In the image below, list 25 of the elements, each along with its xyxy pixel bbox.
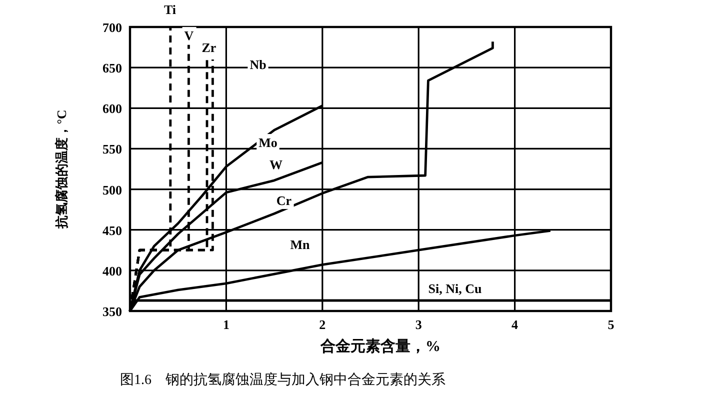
y-tick-label: 400 bbox=[102, 263, 122, 278]
text: Nb bbox=[250, 57, 266, 72]
y-tick-label: 450 bbox=[102, 222, 122, 238]
x-tick-label: 1 bbox=[222, 317, 230, 332]
y-tick-label: 650 bbox=[102, 60, 122, 76]
text: 图1.6 钢的抗氢腐蚀温度与加入钢中合金元素的关系 bbox=[120, 372, 446, 388]
series-label: Ti bbox=[164, 2, 176, 17]
series-label: Si, Ni, Cu bbox=[428, 281, 482, 296]
y-tick-label: 500 bbox=[102, 182, 122, 198]
series-label: Zr bbox=[202, 40, 216, 55]
x-tick-label: 4 bbox=[512, 317, 519, 332]
series-label: W bbox=[270, 157, 282, 172]
y-tick-label: 350 bbox=[102, 304, 122, 319]
x-tick-label: 3 bbox=[415, 317, 422, 332]
x-tick-label: 2 bbox=[319, 317, 326, 332]
series-label: Cr bbox=[276, 193, 292, 208]
y-axis-title: 抗氢腐蚀的温度，°C bbox=[54, 110, 69, 230]
series-label: V bbox=[184, 28, 194, 43]
y-tick-label: 700 bbox=[102, 20, 122, 35]
y-tick-label: 600 bbox=[102, 101, 122, 116]
x-axis-title: 合金元素含量，% bbox=[320, 338, 440, 355]
series-label: Mo bbox=[258, 135, 278, 150]
x-tick-label: 5 bbox=[608, 317, 615, 332]
series-label: Mn bbox=[290, 237, 311, 252]
y-tick-label: 550 bbox=[102, 142, 122, 157]
